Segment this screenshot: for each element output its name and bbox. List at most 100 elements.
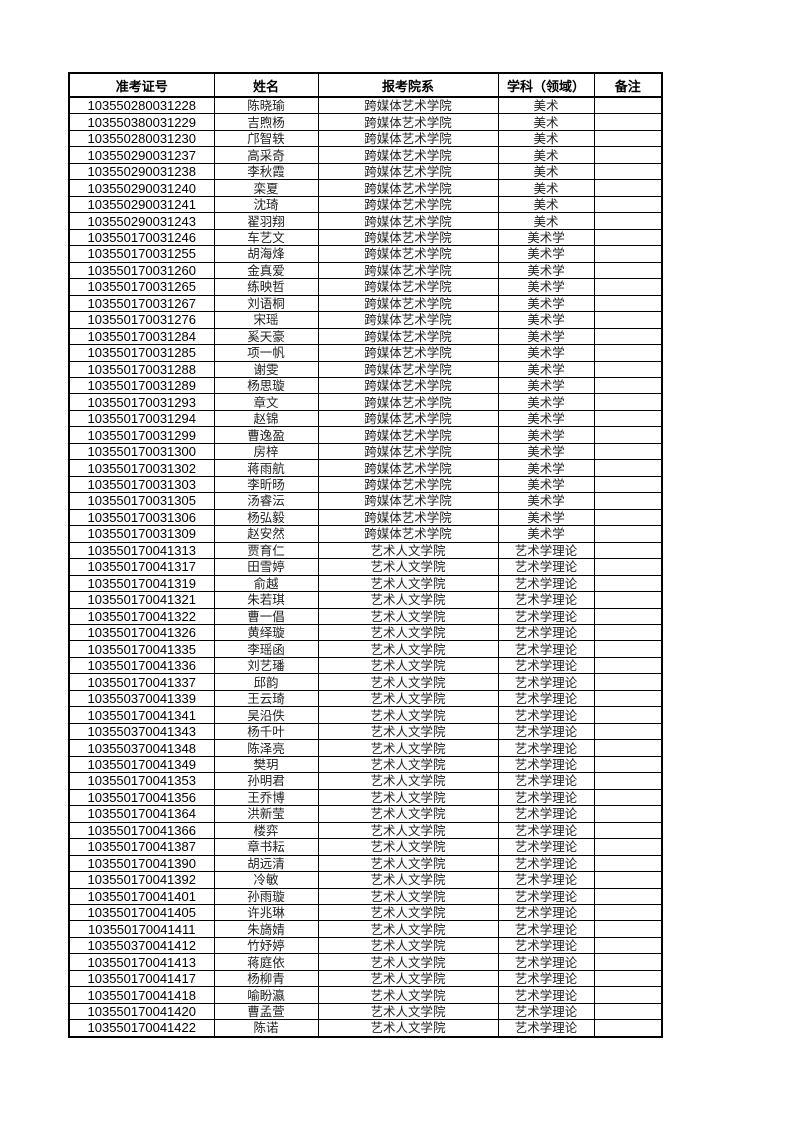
table-row: 103550170041353 孙明君 艺术人文学院 艺术学理论: [68, 772, 663, 790]
exam-id-cell: 103550170031306: [68, 508, 215, 527]
subject-cell: 艺术学理论: [497, 755, 595, 774]
exam-id-cell: 103550170031246: [68, 228, 215, 247]
department-cell: 艺术人文学院: [317, 772, 499, 790]
name-cell: 赵锦: [213, 409, 319, 428]
remarks-cell: [593, 179, 663, 197]
department-cell: 艺术人文学院: [317, 788, 499, 807]
subject-cell: 艺术学理论: [497, 920, 595, 938]
department-cell: 跨媒体艺术学院: [317, 261, 499, 280]
table-row: 103550170031289 杨思璇 跨媒体艺术学院 美术学: [68, 376, 663, 395]
name-cell: 金真爱: [213, 261, 319, 280]
name-cell: 翟羽翔: [213, 212, 319, 230]
exam-id-cell: 103550170041422: [68, 1019, 215, 1038]
remarks-cell: [593, 129, 663, 148]
department-cell: 艺术人文学院: [317, 1019, 499, 1038]
exam-id-cell: 103550170041326: [68, 623, 215, 642]
name-cell: 高采奇: [213, 146, 319, 164]
department-cell: 跨媒体艺术学院: [317, 129, 499, 148]
remarks-cell: [593, 558, 663, 576]
exam-id-cell: 103550170031285: [68, 344, 215, 362]
department-cell: 跨媒体艺术学院: [317, 311, 499, 329]
remarks-cell: [593, 113, 663, 131]
subject-cell: 艺术学理论: [497, 1019, 595, 1038]
subject-cell: 艺术学理论: [497, 739, 595, 757]
exam-id-cell: 103550170031294: [68, 409, 215, 428]
exam-id-cell: 103550170031305: [68, 492, 215, 510]
table-row: 103550170041326 黄绎璇 艺术人文学院 艺术学理论: [68, 623, 663, 642]
table-row: 103550170041317 田雪婷 艺术人文学院 艺术学理论: [68, 558, 663, 576]
table-row: 103550170031285 项一帆 跨媒体艺术学院 美术学: [68, 344, 663, 362]
subject-cell: 美术: [497, 179, 595, 197]
table-row: 103550170041319 俞越 艺术人文学院 艺术学理论: [68, 574, 663, 593]
name-cell: 奚天豪: [213, 327, 319, 346]
table-row: 103550170031309 赵安然 跨媒体艺术学院 美术学: [68, 525, 663, 543]
remarks-cell: [593, 969, 663, 988]
department-cell: 跨媒体艺术学院: [317, 245, 499, 263]
subject-cell: 艺术学理论: [497, 986, 595, 1004]
name-cell: 吴沿佚: [213, 706, 319, 724]
name-cell: 黄绎璇: [213, 623, 319, 642]
header-subject: 学科（领域）: [497, 72, 595, 98]
name-cell: 杨千叶: [213, 722, 319, 741]
table-row: 103550290031240 栾夏 跨媒体艺术学院 美术: [68, 179, 663, 197]
department-cell: 艺术人文学院: [317, 953, 499, 971]
exam-id-cell: 103550290031243: [68, 212, 215, 230]
subject-cell: 艺术学理论: [497, 706, 595, 724]
subject-cell: 美术学: [497, 327, 595, 346]
remarks-cell: [593, 936, 663, 955]
exam-id-cell: 103550170041390: [68, 854, 215, 873]
subject-cell: 艺术学理论: [497, 656, 595, 675]
remarks-cell: [593, 821, 663, 840]
name-cell: 杨思璇: [213, 376, 319, 395]
name-cell: 许兆琳: [213, 903, 319, 922]
department-cell: 艺术人文学院: [317, 805, 499, 823]
subject-cell: 艺术学理论: [497, 805, 595, 823]
header-exam-id: 准考证号: [68, 72, 215, 98]
remarks-cell: [593, 854, 663, 873]
remarks-cell: [593, 623, 663, 642]
remarks-cell: [593, 195, 663, 214]
name-cell: 杨弘毅: [213, 508, 319, 527]
subject-cell: 美术学: [497, 261, 595, 280]
name-cell: 杨柳青: [213, 969, 319, 988]
remarks-cell: [593, 146, 663, 164]
remarks-cell: [593, 426, 663, 444]
name-cell: 李秋霞: [213, 162, 319, 181]
remarks-cell: [593, 838, 663, 856]
remarks-cell: [593, 887, 663, 905]
subject-cell: 美术学: [497, 475, 595, 494]
table-row: 103550170041411 朱旖婧 艺术人文学院 艺术学理论: [68, 920, 663, 938]
exam-id-cell: 103550170041321: [68, 591, 215, 609]
table-row: 103550170041405 许兆琳 艺术人文学院 艺术学理论: [68, 903, 663, 922]
department-cell: 跨媒体艺术学院: [317, 393, 499, 411]
exam-id-cell: 103550170041349: [68, 755, 215, 774]
department-cell: 跨媒体艺术学院: [317, 442, 499, 461]
department-cell: 跨媒体艺术学院: [317, 162, 499, 181]
subject-cell: 艺术学理论: [497, 623, 595, 642]
name-cell: 谢雯: [213, 360, 319, 378]
remarks-cell: [593, 245, 663, 263]
name-cell: 房梓: [213, 442, 319, 461]
exam-id-cell: 103550170031293: [68, 393, 215, 411]
remarks-cell: [593, 607, 663, 626]
remarks-cell: [593, 294, 663, 313]
table-row: 103550280031230 邝智轶 跨媒体艺术学院 美术: [68, 129, 663, 148]
exam-id-cell: 103550170041392: [68, 871, 215, 889]
remarks-cell: [593, 228, 663, 247]
department-cell: 艺术人文学院: [317, 656, 499, 675]
subject-cell: 美术学: [497, 245, 595, 263]
table-row: 103550170041356 王乔博 艺术人文学院 艺术学理论: [68, 788, 663, 807]
department-cell: 跨媒体艺术学院: [317, 294, 499, 313]
table-body: 103550280031228 陈晓瑜 跨媒体艺术学院 美术 1035503800312…: [68, 96, 663, 1038]
department-cell: 跨媒体艺术学院: [317, 212, 499, 230]
table-row: 103550170041364 洪新莹 艺术人文学院 艺术学理论: [68, 805, 663, 823]
exam-id-cell: 103550170041411: [68, 920, 215, 938]
department-cell: 跨媒体艺术学院: [317, 96, 499, 115]
table-row: 103550370041412 竹妤婷 艺术人文学院 艺术学理论: [68, 936, 663, 955]
remarks-cell: [593, 656, 663, 675]
name-cell: 田雪婷: [213, 558, 319, 576]
name-cell: 朱旖婧: [213, 920, 319, 938]
department-cell: 艺术人文学院: [317, 722, 499, 741]
exam-id-cell: 103550280031228: [68, 96, 215, 115]
department-cell: 艺术人文学院: [317, 574, 499, 593]
